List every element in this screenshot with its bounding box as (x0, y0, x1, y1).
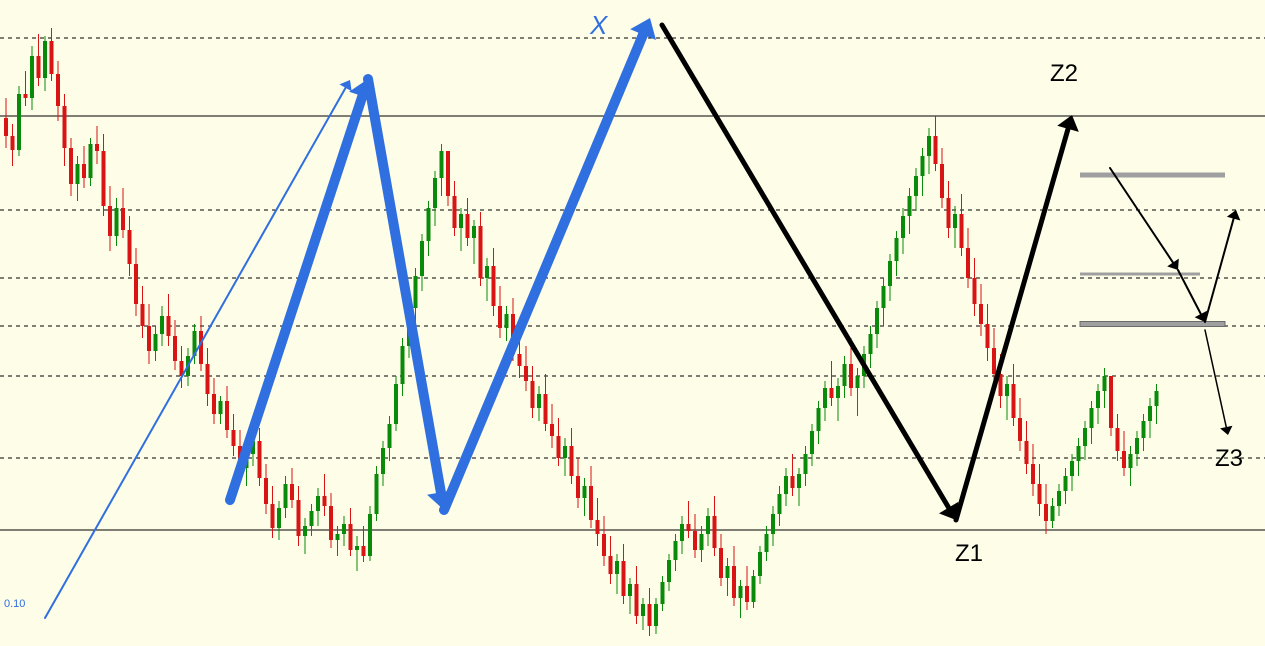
chart-svg (0, 0, 1265, 646)
candlestick-chart: XZ2Z1Z30.10 (0, 0, 1265, 646)
